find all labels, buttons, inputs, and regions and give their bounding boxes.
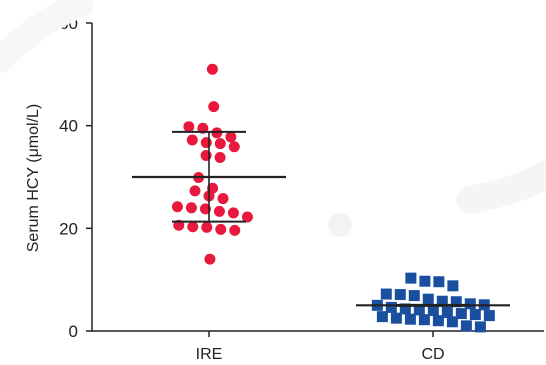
- y-tick-label: 60: [59, 14, 78, 33]
- y-tick-label: 40: [59, 117, 78, 136]
- data-point-ire: [211, 127, 223, 139]
- data-point-ire: [227, 207, 239, 219]
- data-point-cd: [450, 296, 462, 308]
- data-point-cd: [469, 309, 481, 321]
- x-tick-labels: IRE CD: [196, 346, 445, 363]
- data-point-ire: [214, 138, 226, 150]
- data-point-ire: [213, 205, 225, 217]
- data-point-cd: [447, 280, 459, 292]
- data-point-cd: [385, 301, 397, 313]
- data-point-ire: [186, 134, 198, 146]
- data-point-ire: [171, 201, 183, 213]
- data-point-ire: [199, 203, 211, 215]
- data-point-ire: [200, 137, 212, 149]
- data-point-ire: [185, 202, 197, 214]
- data-point-ire: [229, 224, 241, 236]
- data-point-cd: [432, 315, 444, 327]
- y-axis-label: Serum HCY (μmol/L): [25, 104, 42, 253]
- data-point-ire: [215, 223, 227, 235]
- data-point-cd: [394, 289, 406, 301]
- data-point-cd: [376, 311, 388, 323]
- data-point-ire: [214, 151, 226, 163]
- data-point-ire: [189, 185, 201, 197]
- data-point-cd: [460, 320, 472, 332]
- data-point-cd: [408, 290, 420, 302]
- y-tick-labels: 0 20 40 60: [59, 14, 78, 341]
- data-point-cd: [380, 288, 392, 300]
- axes: [86, 22, 544, 337]
- data-point-cd: [404, 313, 416, 325]
- data-point-ire: [201, 221, 213, 233]
- data-point-cd: [418, 314, 430, 326]
- data-point-cd: [474, 321, 486, 333]
- data-point-cd: [433, 276, 445, 288]
- data-point-cd: [422, 293, 434, 305]
- data-points: [171, 63, 495, 333]
- data-point-cd: [390, 312, 402, 324]
- data-point-cd: [464, 298, 476, 310]
- data-point-ire: [206, 63, 218, 75]
- data-point-cd: [446, 316, 458, 328]
- data-point-ire: [200, 149, 212, 161]
- data-point-ire: [183, 121, 195, 133]
- data-point-ire: [208, 101, 220, 113]
- data-point-cd: [427, 304, 439, 316]
- data-point-cd: [436, 295, 448, 307]
- data-point-ire: [225, 131, 237, 143]
- data-point-cd: [455, 308, 467, 320]
- data-point-ire: [217, 193, 229, 205]
- data-point-ire: [241, 211, 253, 223]
- data-point-cd: [399, 303, 411, 315]
- data-point-cd: [483, 310, 495, 322]
- data-point-ire: [228, 141, 240, 153]
- data-point-ire: [204, 253, 216, 265]
- data-point-cd: [419, 275, 431, 287]
- y-tick-label: 0: [69, 322, 78, 341]
- data-point-cd: [441, 307, 453, 319]
- x-tick-label: IRE: [196, 346, 223, 363]
- data-point-ire: [187, 221, 199, 233]
- data-point-cd: [413, 304, 425, 316]
- x-tick-label: CD: [421, 346, 444, 363]
- data-point-cd: [405, 272, 417, 284]
- y-tick-label: 20: [59, 219, 78, 238]
- mean-sd-bars: [132, 130, 510, 307]
